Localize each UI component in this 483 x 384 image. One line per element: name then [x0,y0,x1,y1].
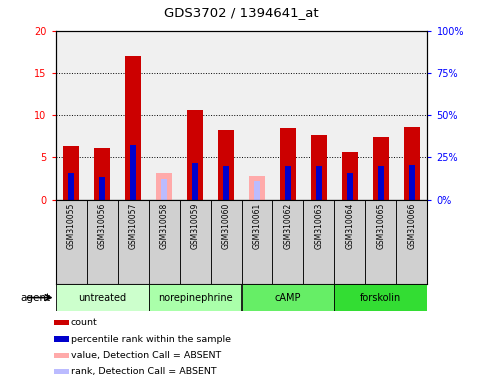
Text: GSM310061: GSM310061 [253,203,261,249]
Bar [94,148,110,200]
Bar [68,173,74,200]
Text: GSM310055: GSM310055 [67,203,75,250]
Bar [56,284,149,311]
Bar [211,200,242,284]
Bar [187,110,203,200]
Bar [161,179,167,200]
Bar [86,200,117,284]
Bar [404,127,420,200]
Bar [397,200,427,284]
Text: value, Detection Call = ABSENT: value, Detection Call = ABSENT [71,351,221,360]
Text: GSM310062: GSM310062 [284,203,293,249]
Bar [242,200,272,284]
Bar [334,284,427,311]
Text: GSM310060: GSM310060 [222,203,230,250]
Bar [242,284,334,311]
Bar [156,173,172,200]
Bar [192,162,198,200]
Bar [149,200,180,284]
Text: percentile rank within the sample: percentile rank within the sample [71,334,231,344]
Text: GDS3702 / 1394641_at: GDS3702 / 1394641_at [164,6,319,19]
Text: GSM310058: GSM310058 [159,203,169,249]
Text: count: count [71,318,98,327]
Bar [409,165,415,200]
Text: GSM310066: GSM310066 [408,203,416,250]
Bar [63,146,79,200]
Text: GSM310056: GSM310056 [98,203,107,250]
Bar [54,353,70,358]
Bar [130,145,136,200]
Text: cAMP: cAMP [275,293,301,303]
Bar [334,200,366,284]
Bar [316,166,322,200]
Bar [272,200,303,284]
Text: forskolin: forskolin [360,293,401,303]
Bar [54,336,70,342]
Bar [117,200,149,284]
Bar [149,284,242,311]
Text: norepinephrine: norepinephrine [157,293,232,303]
Text: GSM310059: GSM310059 [190,203,199,250]
Bar [99,177,105,200]
Text: GSM310063: GSM310063 [314,203,324,250]
Bar [303,200,334,284]
Text: agent: agent [21,293,51,303]
Text: untreated: untreated [78,293,126,303]
Bar [378,166,384,200]
Bar [311,135,327,200]
Bar [249,176,265,200]
Text: rank, Detection Call = ABSENT: rank, Detection Call = ABSENT [71,367,216,376]
Text: GSM310057: GSM310057 [128,203,138,250]
Bar [125,56,141,200]
Bar [373,137,389,200]
Bar [366,200,397,284]
Text: GSM310065: GSM310065 [376,203,385,250]
Bar [285,166,291,200]
Bar [347,174,353,200]
Bar [180,200,211,284]
Bar [342,152,358,200]
Bar [254,181,260,200]
Bar [54,369,70,374]
Bar [218,129,234,200]
Bar [223,166,229,200]
Bar [54,320,70,325]
Bar [56,200,86,284]
Bar [280,128,296,200]
Text: GSM310064: GSM310064 [345,203,355,250]
